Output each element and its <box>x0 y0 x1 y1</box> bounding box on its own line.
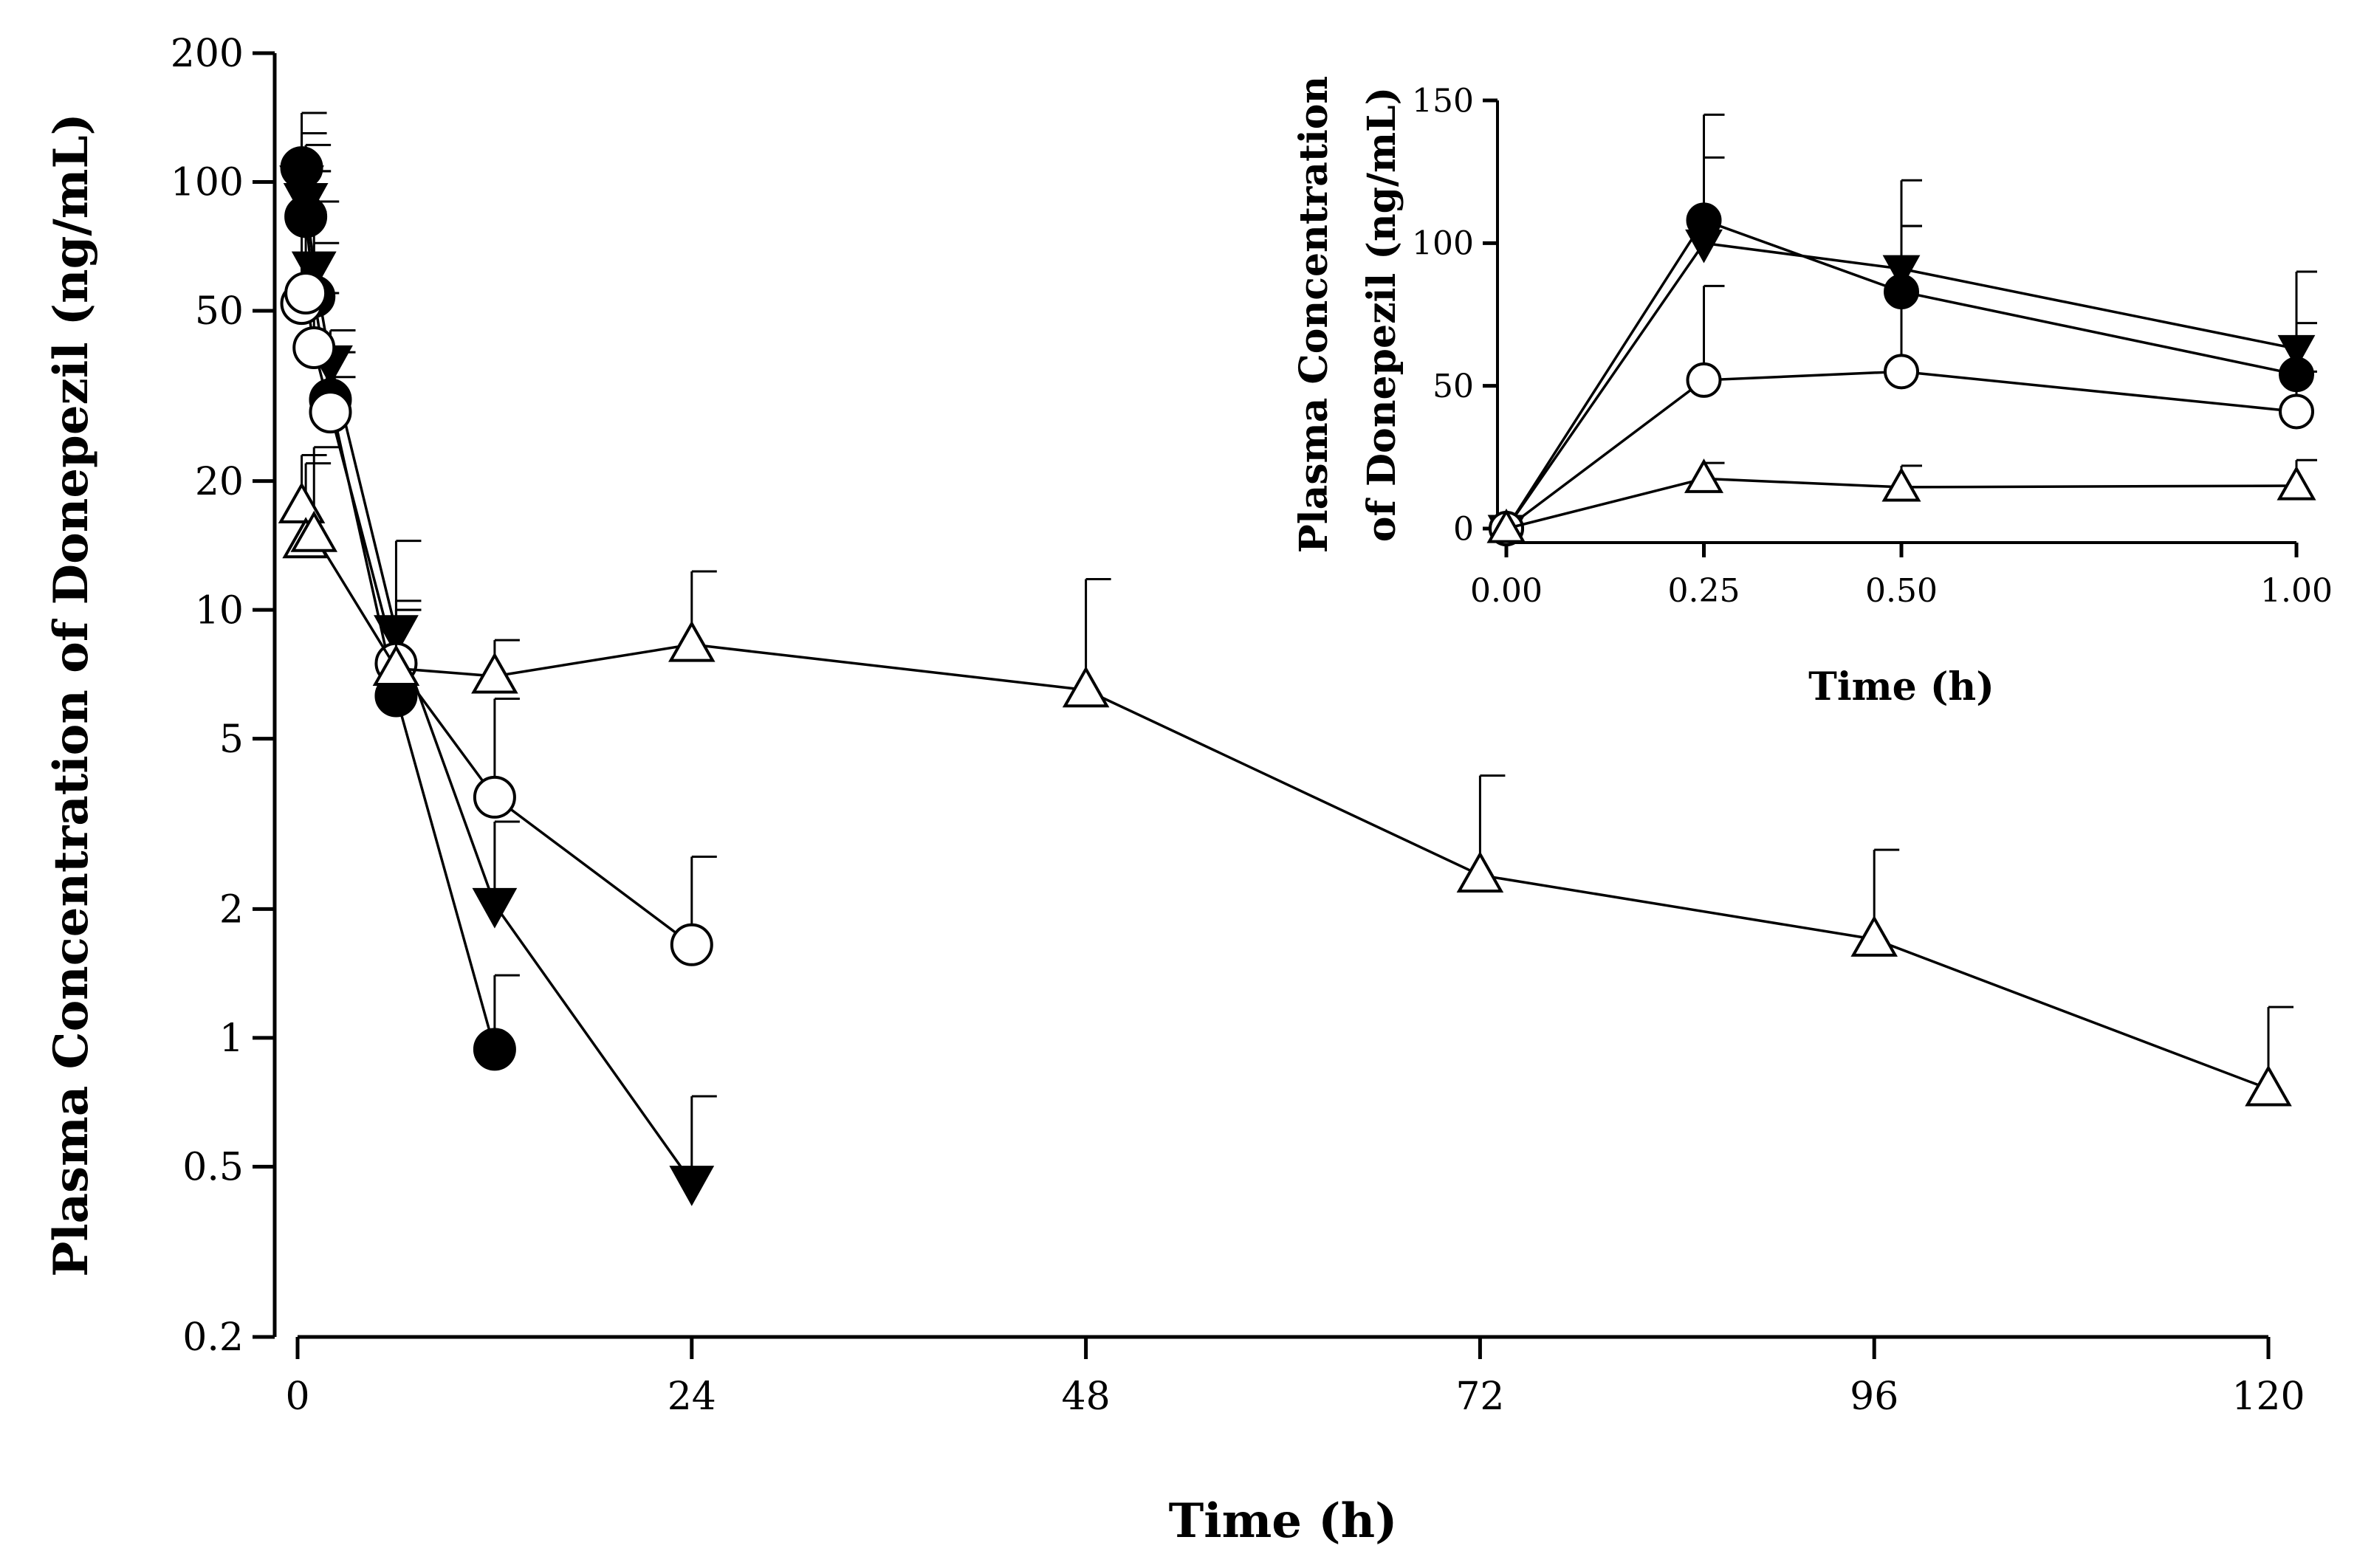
inset-plot-point-open-circle <box>2279 393 2314 430</box>
main-plot-point-open-triangle-up <box>668 620 716 662</box>
inset-plot: 0 50 100 150 0.00 0.25 0.50 1.00 Time (h) Plasma … <box>1291 76 2333 709</box>
main-plot-point-filled-triangle-down <box>669 1166 715 1206</box>
inset-plot-series-line-open-triangle-up <box>1506 477 2297 530</box>
main-plot-y-tick-label: 5 <box>219 718 244 762</box>
inset-plot-point-open-triangle-up <box>1486 508 1526 543</box>
inset-plot-y-tick-label: 150 <box>1412 82 1474 120</box>
main-plot-point-open-circle <box>473 775 516 819</box>
main-plot-point-open-circle <box>670 923 713 966</box>
inset-plot-y-axis-title-line: of Donepezil (ng/mL) <box>1359 87 1404 542</box>
inset-plot-point-open-triangle-up <box>1881 467 1921 502</box>
main-plot-series-open-triangle-up <box>278 446 2293 1107</box>
main-plot-y-tick-label: 20 <box>195 460 244 504</box>
main-plot-point-open-triangle-up <box>290 510 338 552</box>
inset-plot-y-tick-label: 0 <box>1453 510 1474 548</box>
main-plot-x-tick-label: 120 <box>2231 1375 2305 1419</box>
main-plot-point-open-triangle-up <box>1062 666 1110 708</box>
inset-plot-series-line-open-circle <box>1505 370 2297 530</box>
inset-plot-x-tick-label: 0.25 <box>1668 572 1740 610</box>
inset-plot-point-filled-triangle-down <box>1685 229 1723 264</box>
main-plot-series-line-open-circle <box>300 288 693 946</box>
inset-plot-point-open-triangle-up <box>2277 465 2316 501</box>
main-plot-x-tick-label: 96 <box>1850 1375 1898 1419</box>
main-plot-y-tick-label: 2 <box>219 888 244 932</box>
main-plot: 0.2 0.5 1 2 5 10 20 50 100 200 0 24 48 72 96 120 Time (h… <box>44 32 2305 1549</box>
inset-plot-x-tick-label: 0.50 <box>1865 572 1938 610</box>
inset-plot-point-open-circle <box>1686 362 1722 398</box>
inset-plot-y-tick-label: 100 <box>1412 225 1474 263</box>
main-plot-x-axis-title: Time (h) <box>1169 1493 1398 1549</box>
main-plot-y-axis-title: Plasma Concentration of Donepezil (ng/mL… <box>44 113 99 1277</box>
main-plot-y-tick-label: 50 <box>195 289 244 334</box>
inset-plot-series-open-triangle-up <box>1486 458 2317 543</box>
main-plot-series-open-circle <box>280 170 717 966</box>
main-plot-x-tick-label: 24 <box>668 1375 716 1419</box>
inset-plot-x-tick-label: 0.00 <box>1470 572 1543 610</box>
main-plot-y-tick-label: 10 <box>195 588 244 633</box>
inset-plot-x-axis-title: Time (h) <box>1808 664 1994 709</box>
main-plot-point-filled-triangle-down <box>291 251 337 292</box>
inset-plot-point-filled-triangle-down <box>2277 334 2316 369</box>
main-plot-point-open-circle <box>292 326 336 369</box>
main-plot-y-tick-label: 0.2 <box>182 1316 244 1360</box>
main-plot-y-tick-label: 1 <box>219 1017 244 1061</box>
inset-plot-y-tick-label: 50 <box>1433 368 1474 405</box>
inset-plot-y-axis-title-line: Plasma Concentration <box>1291 76 1337 553</box>
main-plot-point-open-triangle-up <box>278 481 326 523</box>
main-plot-x-tick-label: 0 <box>285 1375 309 1419</box>
inset-plot-x-tick-label: 1.00 <box>2260 572 2333 610</box>
inset-plot-series-line-filled-triangle-down <box>1505 241 2297 529</box>
main-plot-point-open-triangle-up <box>372 644 420 686</box>
main-plot-x-tick-label: 72 <box>1455 1375 1504 1419</box>
main-plot-y-tick-label: 0.5 <box>182 1146 244 1190</box>
main-plot-point-filled-triangle-down <box>472 887 518 929</box>
inset-plot-point-open-circle <box>1884 354 1919 390</box>
inset-plot-point-open-triangle-up <box>1684 458 1724 493</box>
main-plot-point-open-triangle-up <box>1850 915 1898 957</box>
main-plot-y-tick-label: 100 <box>171 161 244 205</box>
main-plot-point-open-triangle-up <box>2245 1065 2292 1107</box>
main-plot-series-line-open-triangle-up <box>300 506 2269 1090</box>
main-plot-point-open-circle <box>284 272 328 315</box>
main-plot-y-tick-label: 200 <box>171 32 244 76</box>
main-plot-point-open-circle <box>309 391 352 434</box>
main-plot-point-filled-circle <box>473 1028 516 1071</box>
main-plot-x-tick-label: 48 <box>1062 1375 1111 1419</box>
main-plot-point-open-triangle-up <box>1456 851 1504 893</box>
main-plot-point-open-triangle-up <box>471 652 518 694</box>
inset-plot-series-open-circle <box>1489 224 2317 546</box>
